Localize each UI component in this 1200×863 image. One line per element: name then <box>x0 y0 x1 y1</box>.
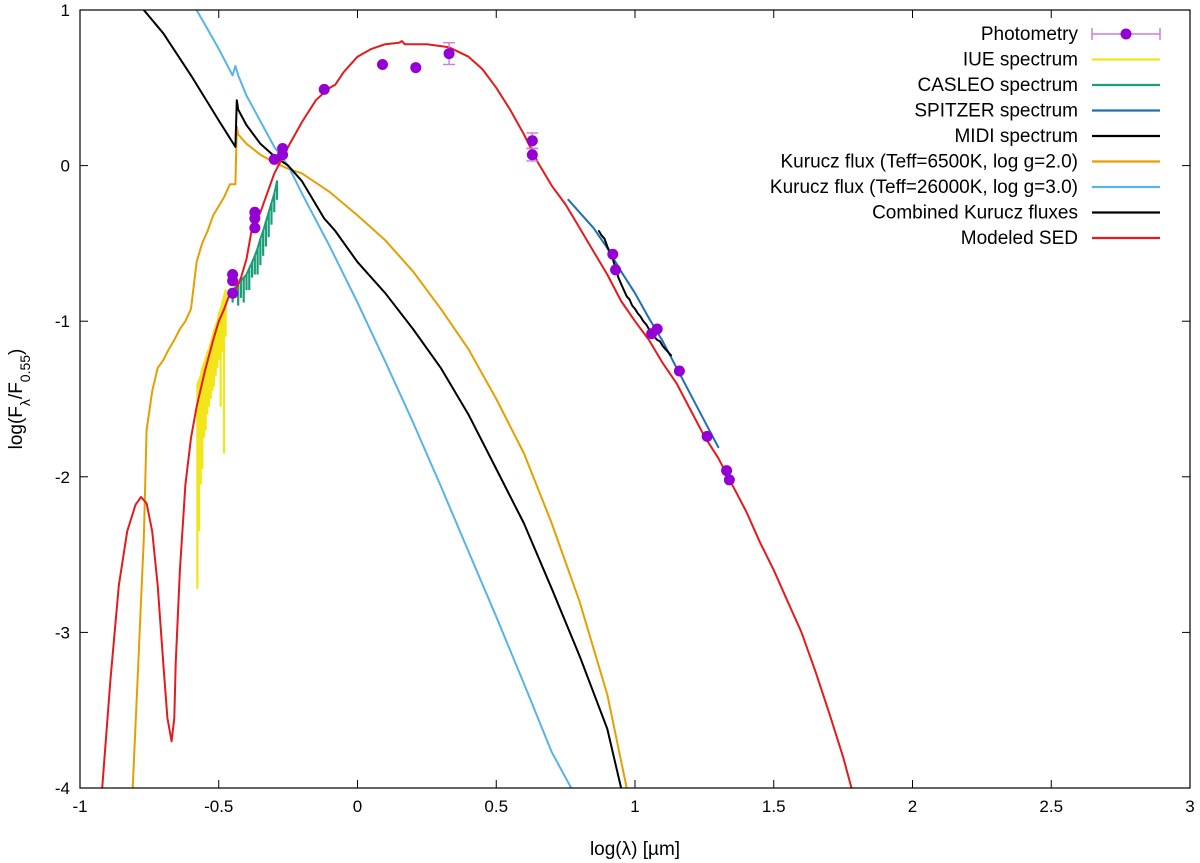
x-tick-label: 0.5 <box>484 797 508 816</box>
photometry-point <box>526 135 538 147</box>
legend-label: Kurucz flux (Teff=6500K, log g=2.0) <box>781 152 1079 173</box>
photometry-point <box>249 222 261 234</box>
series-iue-spectrum <box>196 289 227 589</box>
series-kurucz-flux-teff-26000k-log-g-3-0-line <box>195 10 573 788</box>
y-axis-title-post: ) <box>6 349 27 355</box>
x-tick-label: -1 <box>72 797 87 816</box>
x-tick-label: -0.5 <box>204 797 233 816</box>
photometry-point <box>277 142 289 154</box>
series-modeled-sed-line <box>101 40 853 788</box>
legend-label: Modeled SED <box>961 228 1078 249</box>
legend-label: Combined Kurucz fluxes <box>872 203 1078 224</box>
photometry-points-layer <box>227 41 735 486</box>
photometry-point <box>607 248 619 260</box>
legend-entry-modeled-sed: Modeled SED <box>961 228 1160 249</box>
series-spitzer-spectrum-line <box>567 198 720 449</box>
photometry-point <box>721 465 733 477</box>
y-axis-title-pre: log(F <box>6 406 27 449</box>
x-tick-label: 3 <box>1185 797 1194 816</box>
x-tick-label: 1 <box>630 797 639 816</box>
x-tick-label: 2.5 <box>1039 797 1063 816</box>
legend-entry-spitzer-spectrum: SPITZER spectrum <box>914 101 1160 122</box>
y-tick-label: 0 <box>61 157 70 176</box>
legend-entry-kurucz-flux-teff-26000k-log-g-3-0: Kurucz flux (Teff=26000K, log g=3.0) <box>770 177 1160 198</box>
photometry-point <box>723 474 735 486</box>
legend-entry-casleo-spectrum: CASLEO spectrum <box>918 75 1160 96</box>
legend-label: Kurucz flux (Teff=26000K, log g=3.0) <box>770 177 1078 198</box>
series-kurucz-flux-teff-6500k-log-g-2-0-line <box>131 125 628 788</box>
legend-entry-combined-kurucz-fluxes: Combined Kurucz fluxes <box>872 203 1160 224</box>
photometry-point <box>526 149 538 161</box>
series-iue-spectrum-envelope <box>196 289 227 385</box>
photometry-point <box>673 365 685 377</box>
y-tick-label: -1 <box>55 312 70 331</box>
photometry-point <box>701 430 713 442</box>
ticks-layer: -1 -0.5 0 0.5 1 1.5 2 2.5 3 -4 -3 -2 -1 0 1 <box>55 1 1195 816</box>
legend-swatch-marker <box>1120 28 1132 40</box>
x-tick-label: 2 <box>908 797 917 816</box>
legend-label: IUE spectrum <box>963 50 1078 71</box>
photometry-point <box>318 83 330 95</box>
photometry-point <box>443 48 455 60</box>
legend: Photometry IUE spectrum CASLEO spectrum SPI… <box>770 24 1161 249</box>
legend-label: SPITZER spectrum <box>914 101 1078 122</box>
series-layer <box>101 10 853 788</box>
legend-label: MIDI spectrum <box>954 126 1078 147</box>
x-axis-title: log(λ) [µm] <box>590 839 680 860</box>
x-tick-label: 0 <box>353 797 362 816</box>
legend-entry-iue-spectrum: IUE spectrum <box>963 50 1160 71</box>
y-tick-label: 1 <box>61 1 70 20</box>
photometry-point <box>249 213 261 225</box>
y-tick-label: -3 <box>55 623 70 642</box>
legend-entry-kurucz-flux-teff-6500k-log-g-2-0: Kurucz flux (Teff=6500K, log g=2.0) <box>781 152 1160 173</box>
y-tick-label: -2 <box>55 468 70 487</box>
legend-entry-midi-spectrum: MIDI spectrum <box>954 126 1160 147</box>
y-tick-label: -4 <box>55 779 70 798</box>
y-axis-title-mid: /F <box>6 382 27 399</box>
legend-label: CASLEO spectrum <box>918 75 1079 96</box>
photometry-point <box>610 264 622 276</box>
y-axis-title-sub1: λ <box>17 399 33 406</box>
legend-label: Photometry <box>981 24 1079 45</box>
photometry-point <box>268 153 280 165</box>
y-axis-title-sub2: 0.55 <box>17 355 33 382</box>
photometry-point <box>410 62 422 74</box>
photometry-point <box>227 275 239 287</box>
photometry-point <box>227 287 239 299</box>
y-axis-title: log(Fλ/F0.55) <box>6 349 33 450</box>
legend-entry-photometry: Photometry <box>981 24 1161 45</box>
series-casleo-spectrum <box>231 180 279 306</box>
series-combined-kurucz-fluxes-line <box>142 10 623 788</box>
photometry-point <box>651 323 663 335</box>
photometry-point <box>376 58 388 70</box>
x-tick-label: 1.5 <box>762 797 786 816</box>
